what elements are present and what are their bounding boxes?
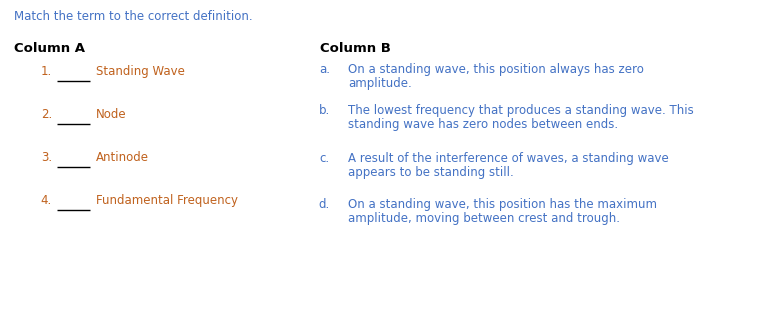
Text: Match the term to the correct definition.: Match the term to the correct definition… [14,10,253,23]
Text: 1.: 1. [40,65,52,78]
Text: a.: a. [319,63,330,76]
Text: Standing Wave: Standing Wave [96,65,185,78]
Text: 3.: 3. [41,151,52,164]
Text: d.: d. [319,198,330,211]
Text: amplitude.: amplitude. [348,77,412,90]
Text: Antinode: Antinode [96,151,149,164]
Text: amplitude, moving between crest and trough.: amplitude, moving between crest and trou… [348,212,620,225]
Text: Fundamental Frequency: Fundamental Frequency [96,194,238,207]
Text: Column B: Column B [320,42,391,55]
Text: 2.: 2. [40,108,52,121]
Text: Column A: Column A [14,42,85,55]
Text: appears to be standing still.: appears to be standing still. [348,166,513,179]
Text: On a standing wave, this position always has zero: On a standing wave, this position always… [348,63,644,76]
Text: 4.: 4. [40,194,52,207]
Text: The lowest frequency that produces a standing wave. This: The lowest frequency that produces a sta… [348,104,694,117]
Text: b.: b. [319,104,330,117]
Text: On a standing wave, this position has the maximum: On a standing wave, this position has th… [348,198,657,211]
Text: c.: c. [320,152,330,165]
Text: Node: Node [96,108,127,121]
Text: standing wave has zero nodes between ends.: standing wave has zero nodes between end… [348,118,618,131]
Text: A result of the interference of waves, a standing wave: A result of the interference of waves, a… [348,152,668,165]
